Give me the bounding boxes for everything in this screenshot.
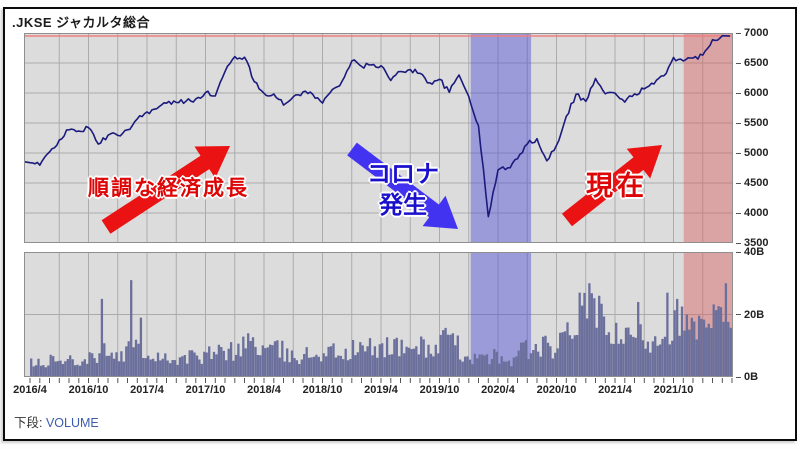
volume-chart <box>24 252 733 377</box>
annotation-growth-label: 順調な経済成長 <box>88 177 249 200</box>
price-y-label: 4000 <box>736 206 768 220</box>
volume-y-label: 40B <box>736 245 764 259</box>
x-axis-label: 2016/4 <box>13 384 47 396</box>
x-axis-label: 2020/10 <box>536 384 577 396</box>
footer-volume-word: VOLUME <box>45 416 99 430</box>
x-axis-label: 2018/10 <box>302 384 343 396</box>
x-axis-ticks <box>29 378 733 383</box>
axis-tick <box>736 182 741 184</box>
chart-window: .JKSE ジャカルタ総合 順調な経済成長 コロナ 発生 現在 下段: VOLU… <box>3 7 797 441</box>
volume-panel <box>24 252 733 377</box>
price-y-label: 6500 <box>736 56 768 70</box>
price-y-label: 5500 <box>736 116 768 130</box>
annotation-covid-label: コロナ 発生 <box>342 159 464 221</box>
axis-tick <box>736 314 741 315</box>
x-axis-label: 2021/4 <box>598 384 632 396</box>
annotation-now-label: 現在 <box>586 171 648 201</box>
axis-tick <box>736 212 741 214</box>
price-line <box>24 34 731 218</box>
annotation-covid-line1: コロナ <box>367 161 439 188</box>
axis-tick <box>736 242 741 244</box>
x-axis-label: 2016/10 <box>68 384 109 396</box>
footer-label: 下段: VOLUME <box>14 412 99 431</box>
x-axis-label: 2019/4 <box>364 384 398 396</box>
price-y-label: 7000 <box>736 26 768 40</box>
price-y-label: 6000 <box>736 86 768 100</box>
x-axis-label: 2017/10 <box>185 384 226 396</box>
chart-title: .JKSE ジャカルタ総合 <box>12 15 151 30</box>
axis-tick <box>736 152 741 154</box>
price-y-label: 3500 <box>736 236 768 250</box>
x-axis-label: 2017/4 <box>130 384 164 396</box>
axis-tick <box>736 92 741 94</box>
annotation-covid-line2: 発生 <box>379 192 427 219</box>
price-panel <box>24 33 733 243</box>
x-axis-label: 2018/4 <box>247 384 281 396</box>
footer-prefix: 下段: <box>14 416 43 430</box>
axis-tick <box>736 251 741 253</box>
x-axis-label: 2019/10 <box>419 384 460 396</box>
band-current <box>683 33 733 243</box>
volume-y-label: 0B <box>736 370 758 384</box>
axis-tick <box>736 376 741 378</box>
price-y-label: 5000 <box>736 146 768 160</box>
price-y-label: 4500 <box>736 176 768 190</box>
axis-tick <box>736 32 741 34</box>
axis-tick <box>736 62 741 64</box>
volume-y-label: 20B <box>736 308 764 322</box>
x-axis-label: 2021/10 <box>653 384 694 396</box>
axis-tick <box>736 122 741 124</box>
x-axis-label: 2020/4 <box>481 384 515 396</box>
band-covid <box>470 33 532 243</box>
volume-bars <box>30 280 732 377</box>
